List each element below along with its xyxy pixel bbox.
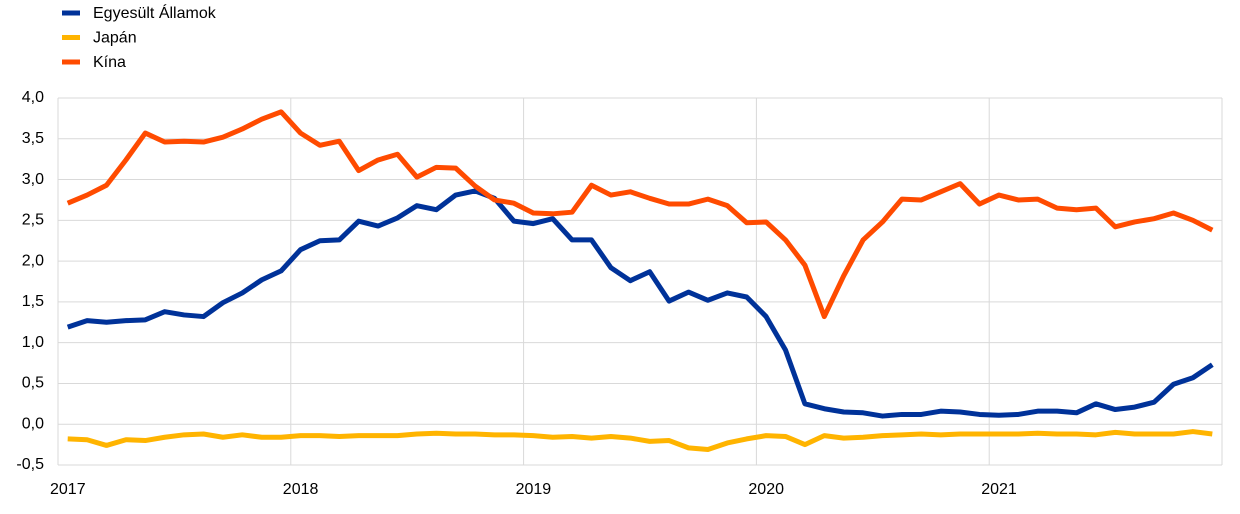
series-line	[66, 109, 1214, 320]
legend-label: Kína	[93, 54, 126, 71]
y-tick-label: 2,0	[22, 252, 44, 269]
x-tick-label: 2019	[516, 481, 552, 498]
series-line	[67, 429, 1213, 452]
legend-label: Egyesült Államok	[93, 3, 217, 22]
y-tick-label: 2,5	[22, 212, 44, 229]
x-tick-label: 2021	[981, 481, 1017, 498]
series-line	[66, 188, 1214, 419]
x-tick-label: 2018	[283, 481, 319, 498]
y-tick-label: 0,0	[22, 415, 44, 432]
y-tick-label: 0,5	[22, 375, 44, 392]
legend-label: Japán	[93, 30, 137, 47]
y-tick-label: 4,0	[22, 89, 44, 106]
y-tick-label: -0,5	[16, 456, 44, 473]
y-tick-label: 1,5	[22, 293, 44, 310]
x-tick-label: 2020	[748, 481, 784, 498]
x-tick-label: 2017	[50, 481, 86, 498]
y-tick-label: 3,5	[22, 130, 44, 147]
y-tick-label: 1,0	[22, 334, 44, 351]
y-tick-label: 3,0	[22, 171, 44, 188]
